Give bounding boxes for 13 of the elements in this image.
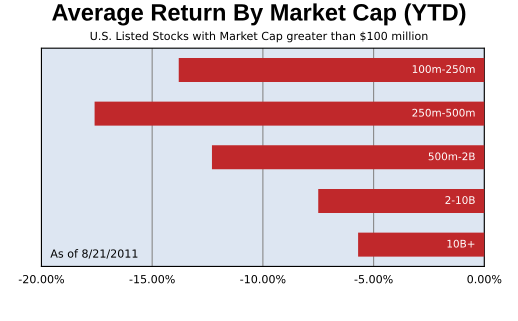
x-tick-label: 0.00% [467, 274, 502, 284]
x-tick-label: -15.00% [130, 274, 175, 284]
annotation: As of 8/21/2011 [50, 249, 138, 259]
chart-title: Average Return By Market Cap (YTD) [52, 3, 466, 26]
x-tick-label: -20.00% [18, 274, 64, 284]
x-tick-label: -10.00% [240, 274, 286, 284]
y-tick-label: 250m-500m [412, 108, 475, 117]
y-tick-label: 10B+ [447, 240, 474, 248]
y-tick-label: 500m-2B [428, 152, 475, 160]
chart-subtitle: U.S. Listed Stocks with Market Cap greater than $100 million [90, 32, 428, 42]
x-tick-label: -5.00% [354, 274, 393, 284]
y-tick-label: 2-10B [445, 196, 475, 204]
y-tick-label: 100m-250m [412, 65, 475, 73]
